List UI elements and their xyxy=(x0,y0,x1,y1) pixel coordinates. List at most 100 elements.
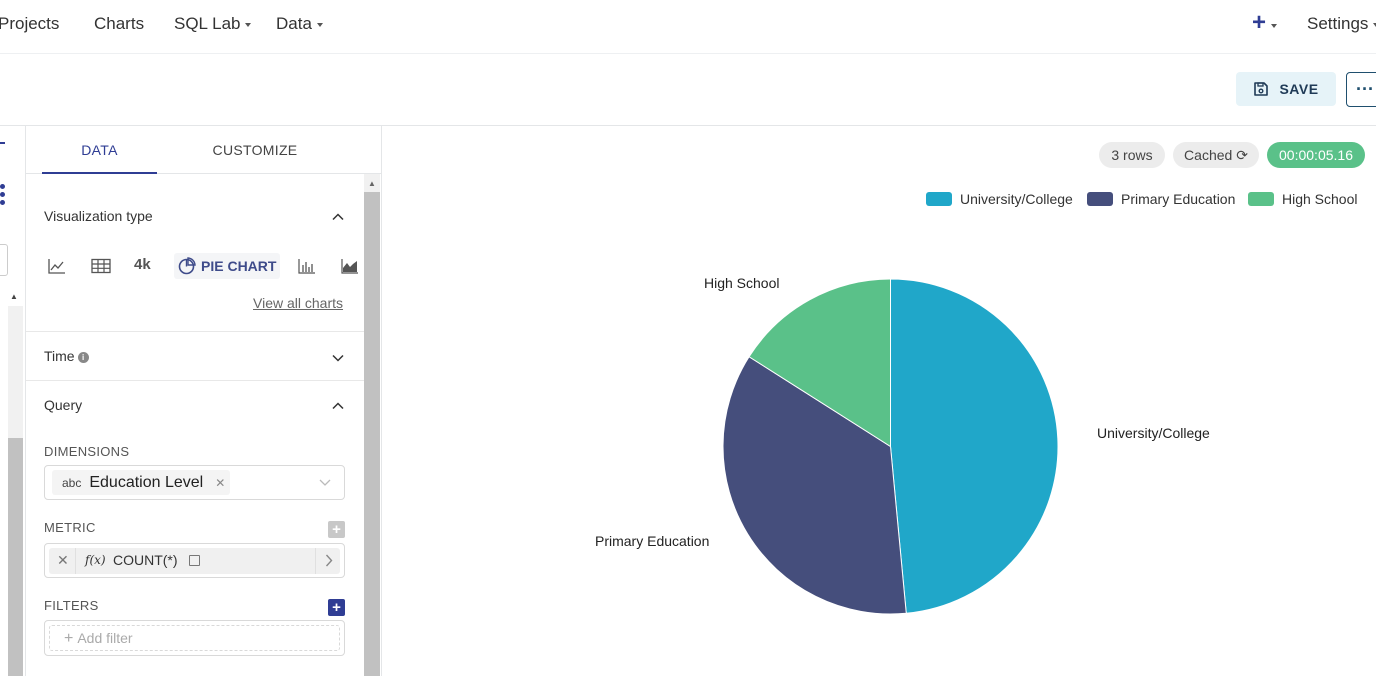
pie-slice-0[interactable] xyxy=(890,278,1059,614)
chart-container: 3 rows Cached ⟳ 00:00:05.16 University/C… xyxy=(383,126,1376,676)
dimensions-select[interactable]: abc Education Level ✕ xyxy=(44,465,345,500)
chevron-down-icon xyxy=(316,22,323,27)
slice-label-2: High School xyxy=(704,275,780,291)
panel-tabs: DATA CUSTOMIZE xyxy=(26,126,381,174)
control-panel: DATA CUSTOMIZE Visualization type 4k PIE… xyxy=(26,126,382,676)
save-button-label: SAVE xyxy=(1279,81,1319,97)
bar-chart-icon[interactable] xyxy=(298,256,316,276)
big-number-option[interactable]: 4k xyxy=(134,256,151,273)
add-filter-label: Add filter xyxy=(77,630,133,646)
tab-customize-label: CUSTOMIZE xyxy=(212,142,298,158)
legend-label-0: University/College xyxy=(960,191,1073,207)
nav-charts-label: Charts xyxy=(94,14,145,33)
tab-data[interactable]: DATA xyxy=(42,126,157,174)
query-timer-badge: 00:00:05.16 xyxy=(1267,142,1365,168)
metric-value: COUNT(*) xyxy=(113,552,178,568)
line-chart-icon[interactable] xyxy=(48,256,66,276)
slice-label-0: University/College xyxy=(1097,425,1210,441)
legend-swatch-1 xyxy=(1087,192,1113,206)
new-menu-button[interactable]: + xyxy=(1252,9,1278,36)
add-filter-button[interactable]: + xyxy=(328,599,345,616)
nav-charts[interactable]: Charts xyxy=(94,12,144,36)
nav-data[interactable]: Data xyxy=(276,12,323,36)
pie-chart xyxy=(722,278,1059,615)
nav-projects-label: Projects xyxy=(0,14,60,33)
view-all-charts-link[interactable]: View all charts xyxy=(253,295,344,311)
time-section-label: Time xyxy=(44,348,75,364)
legend-item-2[interactable]: High School xyxy=(1248,189,1358,209)
plus-icon: + xyxy=(1252,9,1267,36)
scroll-up-icon[interactable]: ▲ xyxy=(10,292,18,301)
scrollbar-thumb[interactable] xyxy=(364,192,380,676)
more-options-icon: ··· xyxy=(1356,79,1374,99)
chart-header: SAVE ··· xyxy=(0,54,1376,126)
tab-customize[interactable]: CUSTOMIZE xyxy=(198,126,312,174)
dimensions-label: DIMENSIONS xyxy=(44,444,130,459)
chevron-up-icon[interactable] xyxy=(332,211,344,223)
legend-swatch-0 xyxy=(926,192,952,206)
section-divider xyxy=(26,331,364,332)
dataset-menu-icon[interactable] xyxy=(0,184,5,205)
metric-tag[interactable]: ✕ f(x) COUNT(*) xyxy=(49,548,340,574)
plus-icon: + xyxy=(64,630,74,647)
save-button[interactable]: SAVE xyxy=(1236,72,1336,106)
nav-settings[interactable]: Settings xyxy=(1307,12,1376,36)
separator xyxy=(75,548,76,574)
remove-tag-icon[interactable]: ✕ xyxy=(215,475,226,490)
scrollbar-thumb[interactable] xyxy=(8,438,23,676)
chevron-right-icon[interactable] xyxy=(325,554,333,567)
more-options-button[interactable]: ··· xyxy=(1346,72,1376,107)
pie-chart-icon xyxy=(178,257,196,275)
chevron-up-icon[interactable] xyxy=(332,400,344,412)
dimension-tag-label: Education Level xyxy=(89,473,204,491)
scroll-up-icon[interactable]: ▲ xyxy=(368,179,376,188)
pie-chart-option[interactable]: PIE CHART xyxy=(174,253,281,279)
table-icon[interactable] xyxy=(91,256,111,276)
metric-label: METRIC xyxy=(44,520,96,535)
dataset-search-input[interactable] xyxy=(0,244,8,276)
time-section-title[interactable]: Time i xyxy=(44,348,89,364)
nav-projects[interactable]: Projects xyxy=(0,12,59,36)
viz-type-title[interactable]: Visualization type xyxy=(44,208,153,224)
dimension-tag[interactable]: abc Education Level ✕ xyxy=(52,470,231,495)
nav-sql-lab[interactable]: SQL Lab xyxy=(174,12,252,36)
chevron-down-icon[interactable] xyxy=(332,352,344,364)
tab-data-label: DATA xyxy=(81,142,118,158)
cached-label: Cached xyxy=(1184,147,1233,163)
pie-slice-1[interactable] xyxy=(722,356,907,615)
refresh-icon: ⟳ xyxy=(1236,147,1248,163)
nav-sql-lab-label: SQL Lab xyxy=(174,14,241,33)
separator xyxy=(315,548,316,574)
function-icon: f(x) xyxy=(85,553,106,567)
save-icon xyxy=(1254,82,1269,96)
legend-label-1: Primary Education xyxy=(1121,191,1236,207)
metric-select[interactable]: ✕ f(x) COUNT(*) xyxy=(44,543,345,578)
calculator-icon xyxy=(189,555,200,566)
chevron-down-icon[interactable] xyxy=(319,478,331,487)
chevron-down-icon xyxy=(1373,22,1376,27)
filters-label: FILTERS xyxy=(44,598,99,613)
legend-label-2: High School xyxy=(1282,191,1358,207)
collapse-icon[interactable] xyxy=(0,142,5,144)
cached-badge[interactable]: Cached ⟳ xyxy=(1173,142,1259,168)
query-section-title[interactable]: Query xyxy=(44,397,83,413)
legend-swatch-2 xyxy=(1248,192,1274,206)
chevron-down-icon xyxy=(1271,23,1278,28)
nav-settings-label: Settings xyxy=(1307,14,1369,33)
row-count-badge: 3 rows xyxy=(1099,142,1165,168)
legend-item-1[interactable]: Primary Education xyxy=(1087,189,1235,209)
pie-slice-2[interactable] xyxy=(748,278,891,448)
filters-box: + Add filter xyxy=(44,620,345,656)
remove-metric-icon[interactable]: ✕ xyxy=(57,552,69,568)
area-chart-icon[interactable] xyxy=(341,256,359,276)
nav-data-label: Data xyxy=(276,14,312,33)
slice-label-1: Primary Education xyxy=(595,533,710,549)
pie-chart-label: PIE CHART xyxy=(201,258,277,274)
info-icon[interactable]: i xyxy=(77,351,89,363)
dataset-panel: ▲ xyxy=(0,126,26,676)
section-divider xyxy=(26,380,364,381)
add-metric-button[interactable]: + xyxy=(328,521,345,538)
legend-item-0[interactable]: University/College xyxy=(926,189,1073,209)
top-navbar: Projects Charts SQL Lab Data + Settings xyxy=(0,0,1376,54)
add-filter-dropzone[interactable]: + Add filter xyxy=(49,625,340,651)
